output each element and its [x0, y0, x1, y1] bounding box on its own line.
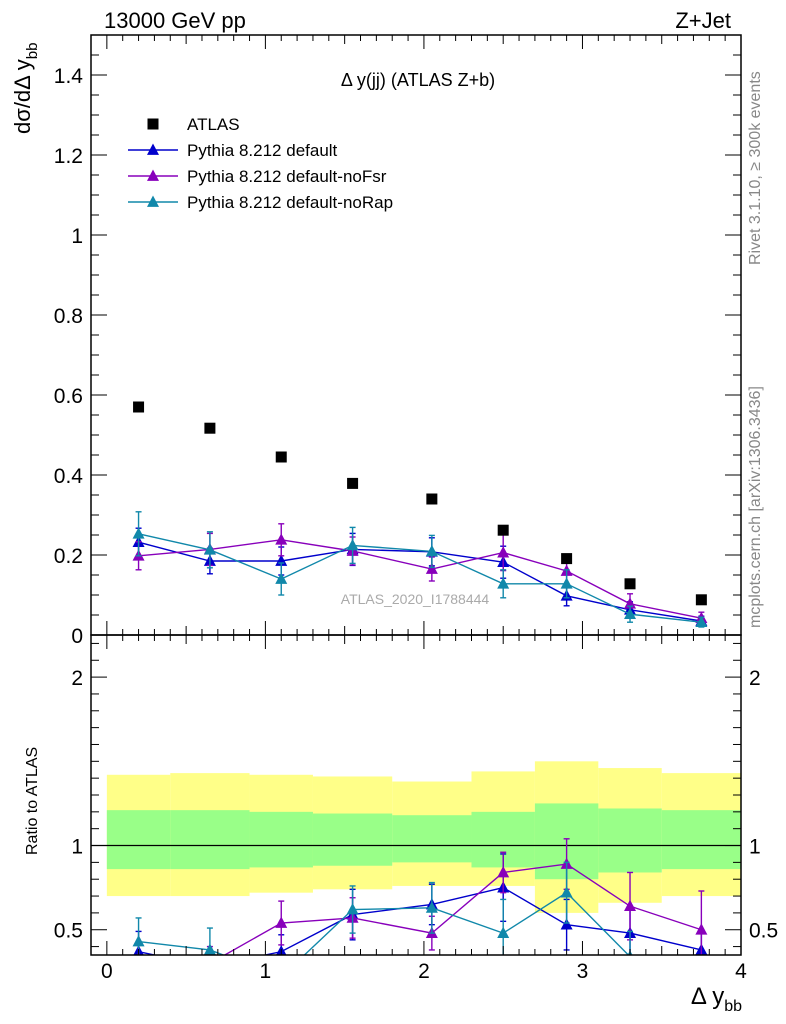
atlas-data-point: [497, 524, 509, 536]
ratio-series-point-0: [204, 960, 216, 971]
ratio-series-point-2: [203, 943, 216, 955]
ratio-ytick-label-left: 0.5: [54, 920, 83, 943]
ratio-band-inner: [661, 810, 741, 870]
atlas-data-point: [133, 401, 145, 413]
ratio-series-point-2: [132, 935, 145, 947]
legend-atlas-marker: [147, 118, 159, 130]
ratio-band-inner: [598, 808, 662, 873]
top-ytick-label: 0.4: [54, 465, 84, 488]
top-panel-text: 0 0.2 0.4 0.6 0.8 1 1.2 1.4 dσ/dΔ ybb Δ y(jj) (AT…: [10, 43, 495, 648]
legend-label-0: Pythia 8.212 default: [187, 141, 338, 160]
ratio-band-inner: [170, 810, 250, 870]
top-ytick-label: 0: [71, 625, 83, 648]
header-right: Z+Jet: [675, 8, 731, 33]
ratio-panel-text: 0.5 0.5 1 1 2 2 0 1 2 3 4Δ ybb Ratio to ATLAS: [24, 667, 778, 1015]
top-ytick-label: 0.8: [54, 305, 83, 328]
watermark-text: ATLAS_2020_I1788444: [341, 591, 490, 607]
top-series-point-2: [346, 538, 359, 551]
xtick-label: 4: [735, 960, 747, 983]
top-ytick-label: 0.6: [54, 385, 83, 408]
watermark-layer: ATLAS_2020_I1788444: [341, 591, 490, 607]
top-series-point-2: [497, 577, 510, 589]
atlas-data-point: [561, 553, 573, 565]
ratio-ytick-label-right: 2: [749, 667, 761, 690]
xtick-label: 3: [577, 960, 589, 983]
xtick-label: 1: [260, 960, 272, 983]
ratio-series-layer: [132, 838, 708, 981]
top-series-point-1: [275, 533, 288, 545]
ratio-ytick-label-left: 1: [71, 836, 83, 859]
ratio-band-layer: [91, 761, 741, 913]
chart-title: Δ y(jj) (ATLAS Z+b): [341, 70, 495, 90]
atlas-data-point: [204, 422, 216, 434]
mcplots-label: mcplots.cern.ch [arXiv:1306.3436]: [747, 386, 764, 628]
ratio-ytick-label-right: 1: [749, 836, 761, 859]
ratio-series-point-2: [275, 970, 287, 981]
top-series-point-2: [695, 615, 708, 628]
legend-marker-2: [147, 195, 159, 207]
atlas-data-point: [695, 594, 707, 606]
atlas-data-point: [624, 578, 636, 590]
ratio-y-axis-title: Ratio to ATLAS: [24, 747, 41, 855]
legend-marker-1: [147, 169, 159, 181]
ratio-series-point-1: [497, 865, 510, 878]
top-series-layer: [132, 401, 708, 628]
top-series-point-2: [624, 607, 637, 620]
ratio-band-inner: [312, 813, 393, 866]
ratio-series-point-2: [560, 886, 573, 898]
top-series-point-1: [425, 562, 438, 574]
ratio-band-inner: [106, 810, 171, 870]
top-y-axis-title: dσ/dΔ ybb: [10, 43, 41, 134]
ratio-series-point-1: [275, 916, 288, 928]
xtick-label: 0: [101, 960, 113, 983]
header-left: 13000 GeV pp: [104, 8, 246, 33]
rivet-label: Rivet 3.1.10, ≥ 300k events: [747, 71, 764, 265]
ratio-ytick-label-left: 2: [71, 667, 83, 690]
ratio-series-point-1: [624, 899, 637, 912]
top-series-line-0: [138, 541, 702, 622]
top-series-point-1: [497, 546, 510, 558]
atlas-data-point: [275, 451, 287, 463]
ratio-series-point-1: [204, 957, 216, 968]
top-ytick-label: 1: [71, 225, 83, 248]
ratio-series-point-2: [497, 926, 510, 938]
legend-atlas-label: ATLAS: [187, 115, 240, 134]
ratio-series-point-2: [346, 903, 359, 915]
top-series-point-2: [203, 543, 216, 555]
top-series-point-2: [425, 544, 438, 557]
ratio-series-point-1: [695, 923, 708, 935]
legend-label-1: Pythia 8.212 default-noFsr: [187, 167, 387, 186]
ratio-band-inner: [392, 815, 472, 863]
ratio-axis-ticks: [91, 635, 742, 955]
atlas-data-point: [426, 493, 438, 505]
top-series-point-2: [275, 572, 288, 584]
ratio-ytick-label-right: 0.5: [749, 920, 778, 943]
top-ytick-label: 1.2: [54, 145, 83, 168]
legend-label-2: Pythia 8.212 default-noRap: [187, 193, 393, 212]
xtick-label: 2: [418, 960, 430, 983]
top-ytick-label: 1.4: [54, 65, 84, 88]
ratio-series-point-0: [560, 918, 573, 930]
atlas-data-point: [347, 477, 359, 489]
x-axis-title: Δ ybb: [691, 983, 742, 1015]
legend: ATLAS Pythia 8.212 default Pythia 8.212 de…: [128, 115, 393, 212]
top-series-point-2: [560, 577, 573, 589]
ratio-band-inner: [249, 811, 313, 868]
legend-marker-0: [147, 143, 159, 155]
top-series-point-2: [132, 527, 145, 539]
top-ytick-label: 0.2: [54, 545, 83, 568]
ratio-series-point-2: [425, 901, 438, 913]
